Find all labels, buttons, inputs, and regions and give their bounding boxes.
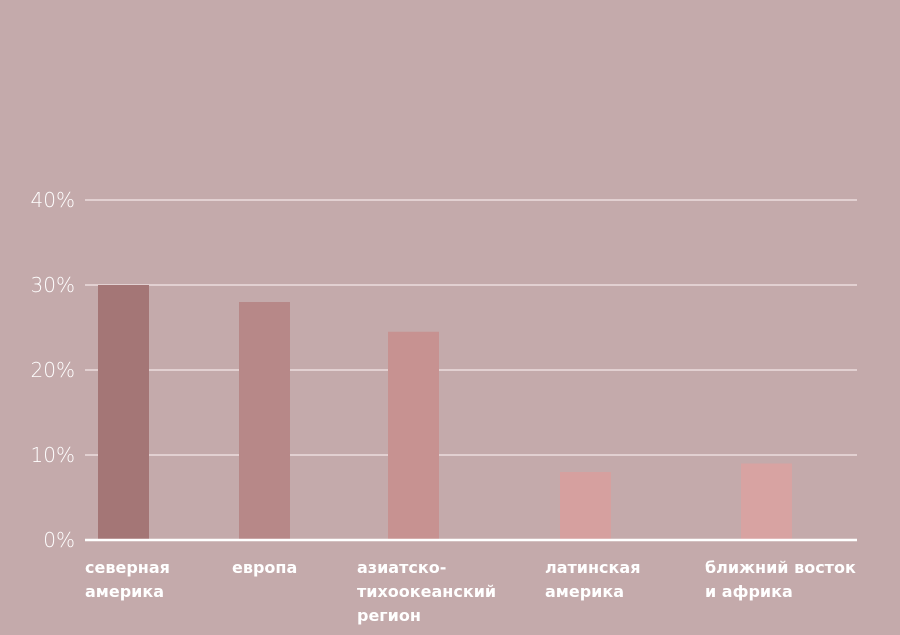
bar bbox=[741, 463, 792, 540]
y-tick-label: 20% bbox=[30, 358, 75, 382]
x-tick-label: европа bbox=[232, 558, 298, 577]
bar bbox=[239, 302, 290, 540]
y-tick-label: 40% bbox=[30, 188, 75, 212]
x-tick-label: ближний восток и африка bbox=[705, 558, 856, 601]
x-tick-label: северная америка bbox=[85, 558, 170, 601]
y-tick-label: 10% bbox=[30, 443, 75, 467]
x-tick-label: латинская америка bbox=[545, 558, 641, 601]
bar bbox=[98, 285, 149, 540]
bar bbox=[560, 472, 611, 540]
x-tick-label: азиатско-тихоокеанский регион bbox=[357, 558, 497, 625]
bar bbox=[388, 331, 439, 540]
y-tick-label: 30% bbox=[30, 273, 75, 297]
y-tick-label: 0% bbox=[43, 528, 75, 552]
